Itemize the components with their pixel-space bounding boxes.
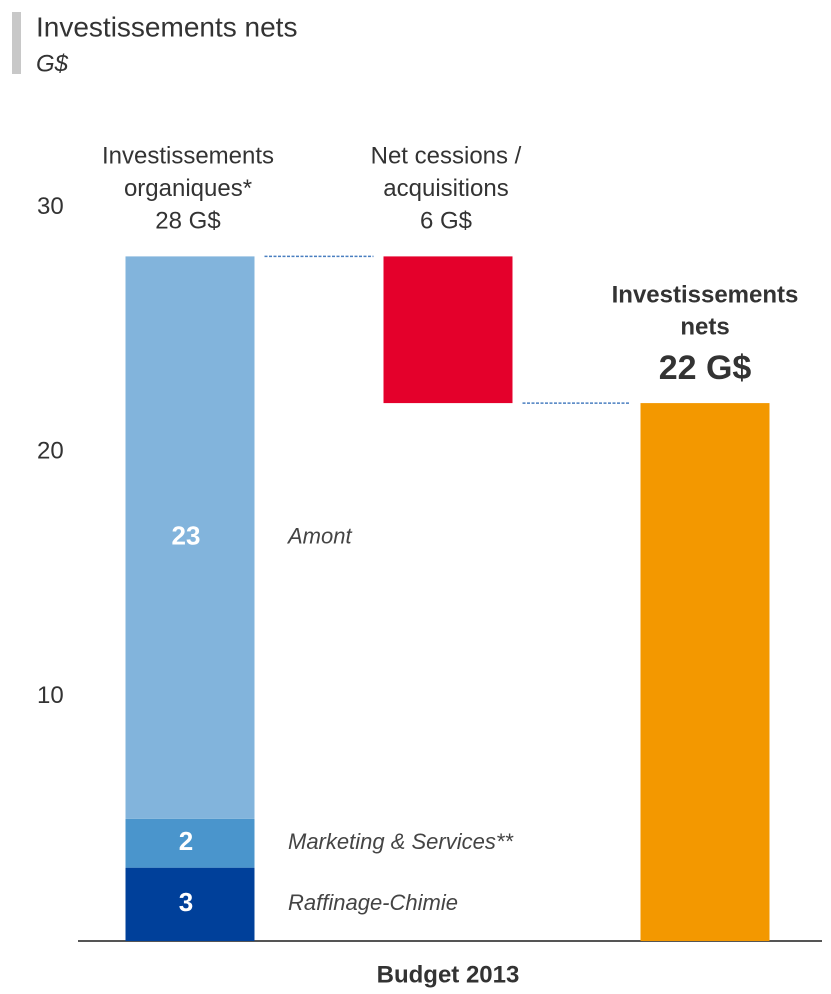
category-label: acquisitions	[383, 175, 508, 202]
category-label: organiques*	[124, 175, 252, 202]
chart-subtitle: G$	[36, 50, 69, 77]
segment-label: Raffinage-Chimie	[288, 890, 458, 915]
bar	[383, 256, 513, 404]
bar	[125, 867, 255, 941]
category-label: 6 G$	[420, 207, 472, 234]
category-label: Net cessions /	[371, 142, 522, 169]
title-accent	[12, 12, 21, 74]
y-tick-label: 10	[37, 682, 64, 709]
value-label: 2	[179, 826, 193, 856]
y-tick-label: 30	[37, 193, 64, 220]
y-tick-label: 20	[37, 437, 64, 464]
chart-title: Investissements nets	[36, 11, 297, 42]
bar	[125, 256, 255, 819]
category-label: Investissements	[102, 142, 274, 169]
value-label: 23	[172, 520, 201, 550]
value-label: 3	[179, 887, 193, 917]
bar	[640, 403, 770, 942]
category-label: 28 G$	[155, 207, 220, 234]
category-label: nets	[680, 313, 729, 340]
segment-label: Marketing & Services**	[288, 829, 514, 854]
segment-label: Amont	[286, 523, 352, 548]
x-axis-label: Budget 2013	[377, 961, 520, 988]
category-label: Investissements	[612, 281, 799, 308]
category-label: 22 G$	[659, 349, 752, 387]
bar	[125, 818, 255, 868]
